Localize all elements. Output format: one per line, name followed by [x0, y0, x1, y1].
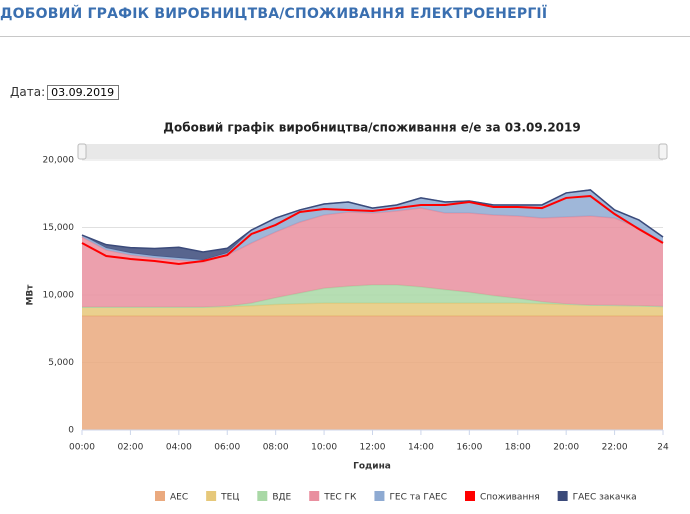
y-tick-label: 10,000 [43, 291, 75, 301]
x-tick-label: 04:00 [166, 443, 192, 453]
y-tick-label: 15,000 [43, 223, 75, 233]
legend-label: ТЕС ГК [323, 493, 357, 503]
date-input[interactable]: 03.09.2019 [47, 85, 120, 100]
x-tick-label: 20:00 [553, 443, 579, 453]
area [82, 208, 663, 308]
x-tick-label: 08:00 [263, 443, 289, 453]
legend-label: АЕС [170, 493, 188, 503]
x-tick-label: 10:00 [311, 443, 337, 453]
y-tick-label: 5,000 [48, 358, 74, 368]
x-tick-label: 14:00 [408, 443, 434, 453]
legend-swatch [309, 491, 320, 501]
chart-title: Добовий графік виробництва/споживання е/… [163, 121, 580, 135]
x-axis-title: Година [353, 462, 391, 472]
y-tick-label: 20,000 [43, 156, 75, 166]
area [82, 189, 663, 261]
divider [0, 36, 690, 37]
legend-swatch [557, 491, 568, 501]
x-tick-label: 00:00 [69, 443, 95, 453]
legend-swatch [155, 491, 165, 501]
navigator-handle[interactable] [77, 143, 87, 160]
legend-label: ГЕС та ГАЕС [389, 493, 447, 503]
legend-swatch [374, 491, 385, 501]
page-title: ДОБОВИЙ ГРАФІК ВИРОБНИЦТВА/СПОЖИВАННЯ ЕЛ… [0, 6, 548, 22]
legend-label: ТЕЦ [220, 493, 239, 503]
x-tick-label: 02:00 [117, 443, 143, 453]
legend: АЕС ТЕЦ ВДЕ ТЕС ГК ГЕС та ГАЕС Споживання ГАЕС… [155, 491, 637, 503]
x-tick-label: 22:00 [602, 443, 628, 453]
x-tick-label: 06:00 [214, 443, 240, 453]
area [82, 189, 663, 263]
x-tick-label: 24 [657, 443, 669, 453]
date-label: Дата: [10, 85, 46, 99]
y-axis-title: МВт [26, 284, 36, 306]
area-line [81, 189, 664, 253]
date-field: Дата: 03.09.2019 [10, 85, 120, 100]
x-tick-label: 12:00 [360, 443, 386, 453]
navigator[interactable] [82, 144, 663, 159]
legend-label: Споживання [480, 493, 540, 503]
area [82, 284, 663, 308]
area [82, 315, 663, 430]
area [82, 303, 663, 316]
legend-swatch [257, 491, 268, 501]
legend-label: ВДЕ [272, 493, 291, 503]
legend-swatch [206, 491, 217, 501]
legend-swatch [465, 491, 475, 501]
plot-area [81, 159, 664, 431]
x-tick-label: 16:00 [456, 443, 482, 453]
y-tick-label: 0 [68, 426, 74, 436]
legend-label: ГАЕС закачка [573, 493, 637, 503]
consumption-line [81, 195, 664, 265]
x-tick-label: 18:00 [505, 443, 531, 453]
navigator-handle[interactable] [658, 143, 668, 160]
